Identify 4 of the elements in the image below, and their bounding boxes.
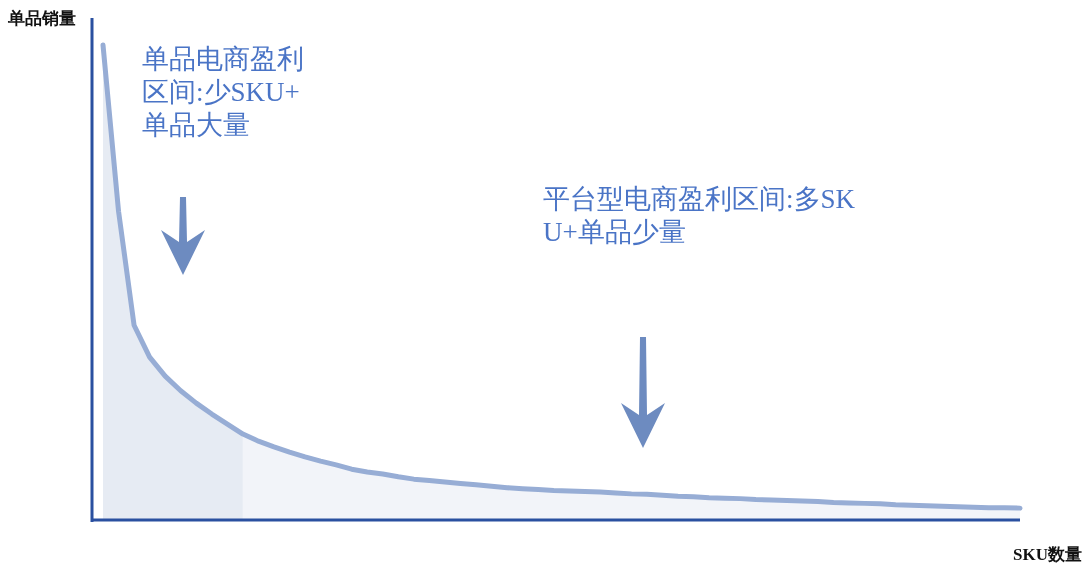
annotation: 平台型电商盈利区间:多SKU+单品少量 <box>543 184 856 247</box>
annotation: 单品电商盈利区间:少SKU+单品大量 <box>142 44 304 140</box>
y-axis-title: 单品销量 <box>7 8 76 28</box>
x-axis-title: SKU数量 <box>1013 545 1082 564</box>
